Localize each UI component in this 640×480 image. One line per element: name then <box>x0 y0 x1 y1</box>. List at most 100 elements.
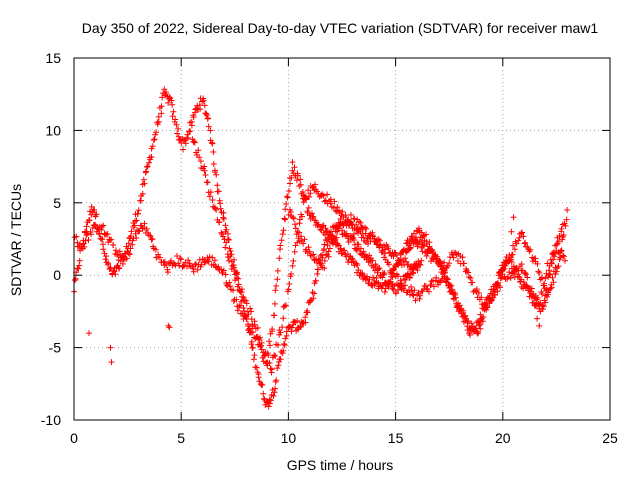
data-point <box>227 283 234 290</box>
data-point <box>284 194 291 201</box>
data-point <box>164 269 171 276</box>
data-point <box>403 258 410 265</box>
data-point <box>430 256 437 263</box>
data-point <box>279 324 286 331</box>
data-point <box>291 164 298 171</box>
data-point <box>203 110 210 117</box>
plot-frame <box>73 57 611 421</box>
data-point <box>218 229 225 236</box>
data-point <box>476 322 483 329</box>
data-point <box>337 245 344 252</box>
data-point <box>148 236 155 243</box>
data-point <box>207 127 214 134</box>
data-point <box>402 282 409 289</box>
data-point <box>139 190 146 197</box>
data-point <box>258 342 265 349</box>
data-point <box>280 315 287 322</box>
data-point <box>296 182 303 189</box>
data-point <box>542 275 549 282</box>
data-point <box>220 267 227 274</box>
data-point <box>266 396 273 403</box>
data-point <box>381 288 388 295</box>
data-point <box>191 139 198 146</box>
data-point <box>444 275 451 282</box>
data-point <box>240 304 247 311</box>
data-point <box>473 328 480 335</box>
data-point <box>219 270 226 277</box>
data-point <box>405 287 412 294</box>
data-point <box>546 262 553 269</box>
data-point <box>339 208 346 215</box>
data-point <box>302 314 309 321</box>
data-point <box>310 213 317 220</box>
data-point <box>310 251 317 258</box>
data-point <box>272 353 279 360</box>
data-point <box>507 275 514 282</box>
data-point <box>433 274 440 281</box>
x-tick-label: 0 <box>70 430 78 446</box>
data-point <box>353 260 360 267</box>
data-point <box>125 240 132 247</box>
data-point <box>233 274 240 281</box>
data-point <box>165 322 172 329</box>
data-point <box>198 261 205 268</box>
data-point <box>451 296 458 303</box>
data-point <box>186 260 193 267</box>
data-point <box>385 245 392 252</box>
data-point <box>321 241 328 248</box>
data-point <box>112 271 119 278</box>
data-point <box>312 277 319 284</box>
data-point <box>133 217 140 224</box>
y-axis-title: SDTVAR / TECUs <box>8 184 24 296</box>
data-point <box>350 236 357 243</box>
data-point <box>266 338 273 345</box>
data-point <box>282 335 289 342</box>
data-point <box>395 273 402 280</box>
data-point <box>454 257 461 264</box>
data-point <box>536 322 543 329</box>
data-point <box>411 237 418 244</box>
data-point <box>298 233 305 240</box>
data-point <box>319 254 326 261</box>
data-point <box>281 303 288 310</box>
data-point <box>416 295 423 302</box>
data-point <box>442 278 449 285</box>
data-point <box>222 244 229 251</box>
data-point <box>100 222 107 229</box>
data-point <box>143 163 150 170</box>
data-point <box>81 243 88 250</box>
data-point <box>286 323 293 330</box>
data-point <box>119 260 126 267</box>
grid <box>74 58 610 420</box>
data-point <box>524 274 531 281</box>
data-point <box>218 266 225 273</box>
data-point <box>293 177 300 184</box>
data-point <box>148 153 155 160</box>
data-point <box>292 242 299 249</box>
data-point <box>205 123 212 130</box>
data-point <box>76 257 83 264</box>
data-point <box>543 270 550 277</box>
data-point <box>408 283 415 290</box>
data-point <box>445 282 452 289</box>
data-point <box>143 225 150 232</box>
data-point <box>298 213 305 220</box>
data-point <box>226 279 233 286</box>
data-point <box>203 112 210 119</box>
data-point <box>310 295 317 302</box>
data-point <box>238 286 245 293</box>
data-point <box>248 308 255 315</box>
data-point <box>387 278 394 285</box>
data-point <box>266 342 273 349</box>
data-point <box>392 290 399 297</box>
data-point <box>488 297 495 304</box>
data-point <box>292 225 299 232</box>
data-point <box>422 283 429 290</box>
data-point <box>452 291 459 298</box>
axis-ticks <box>73 57 611 421</box>
data-point <box>327 196 334 203</box>
data-point <box>469 279 476 286</box>
data-point <box>377 242 384 249</box>
data-point <box>297 176 304 183</box>
